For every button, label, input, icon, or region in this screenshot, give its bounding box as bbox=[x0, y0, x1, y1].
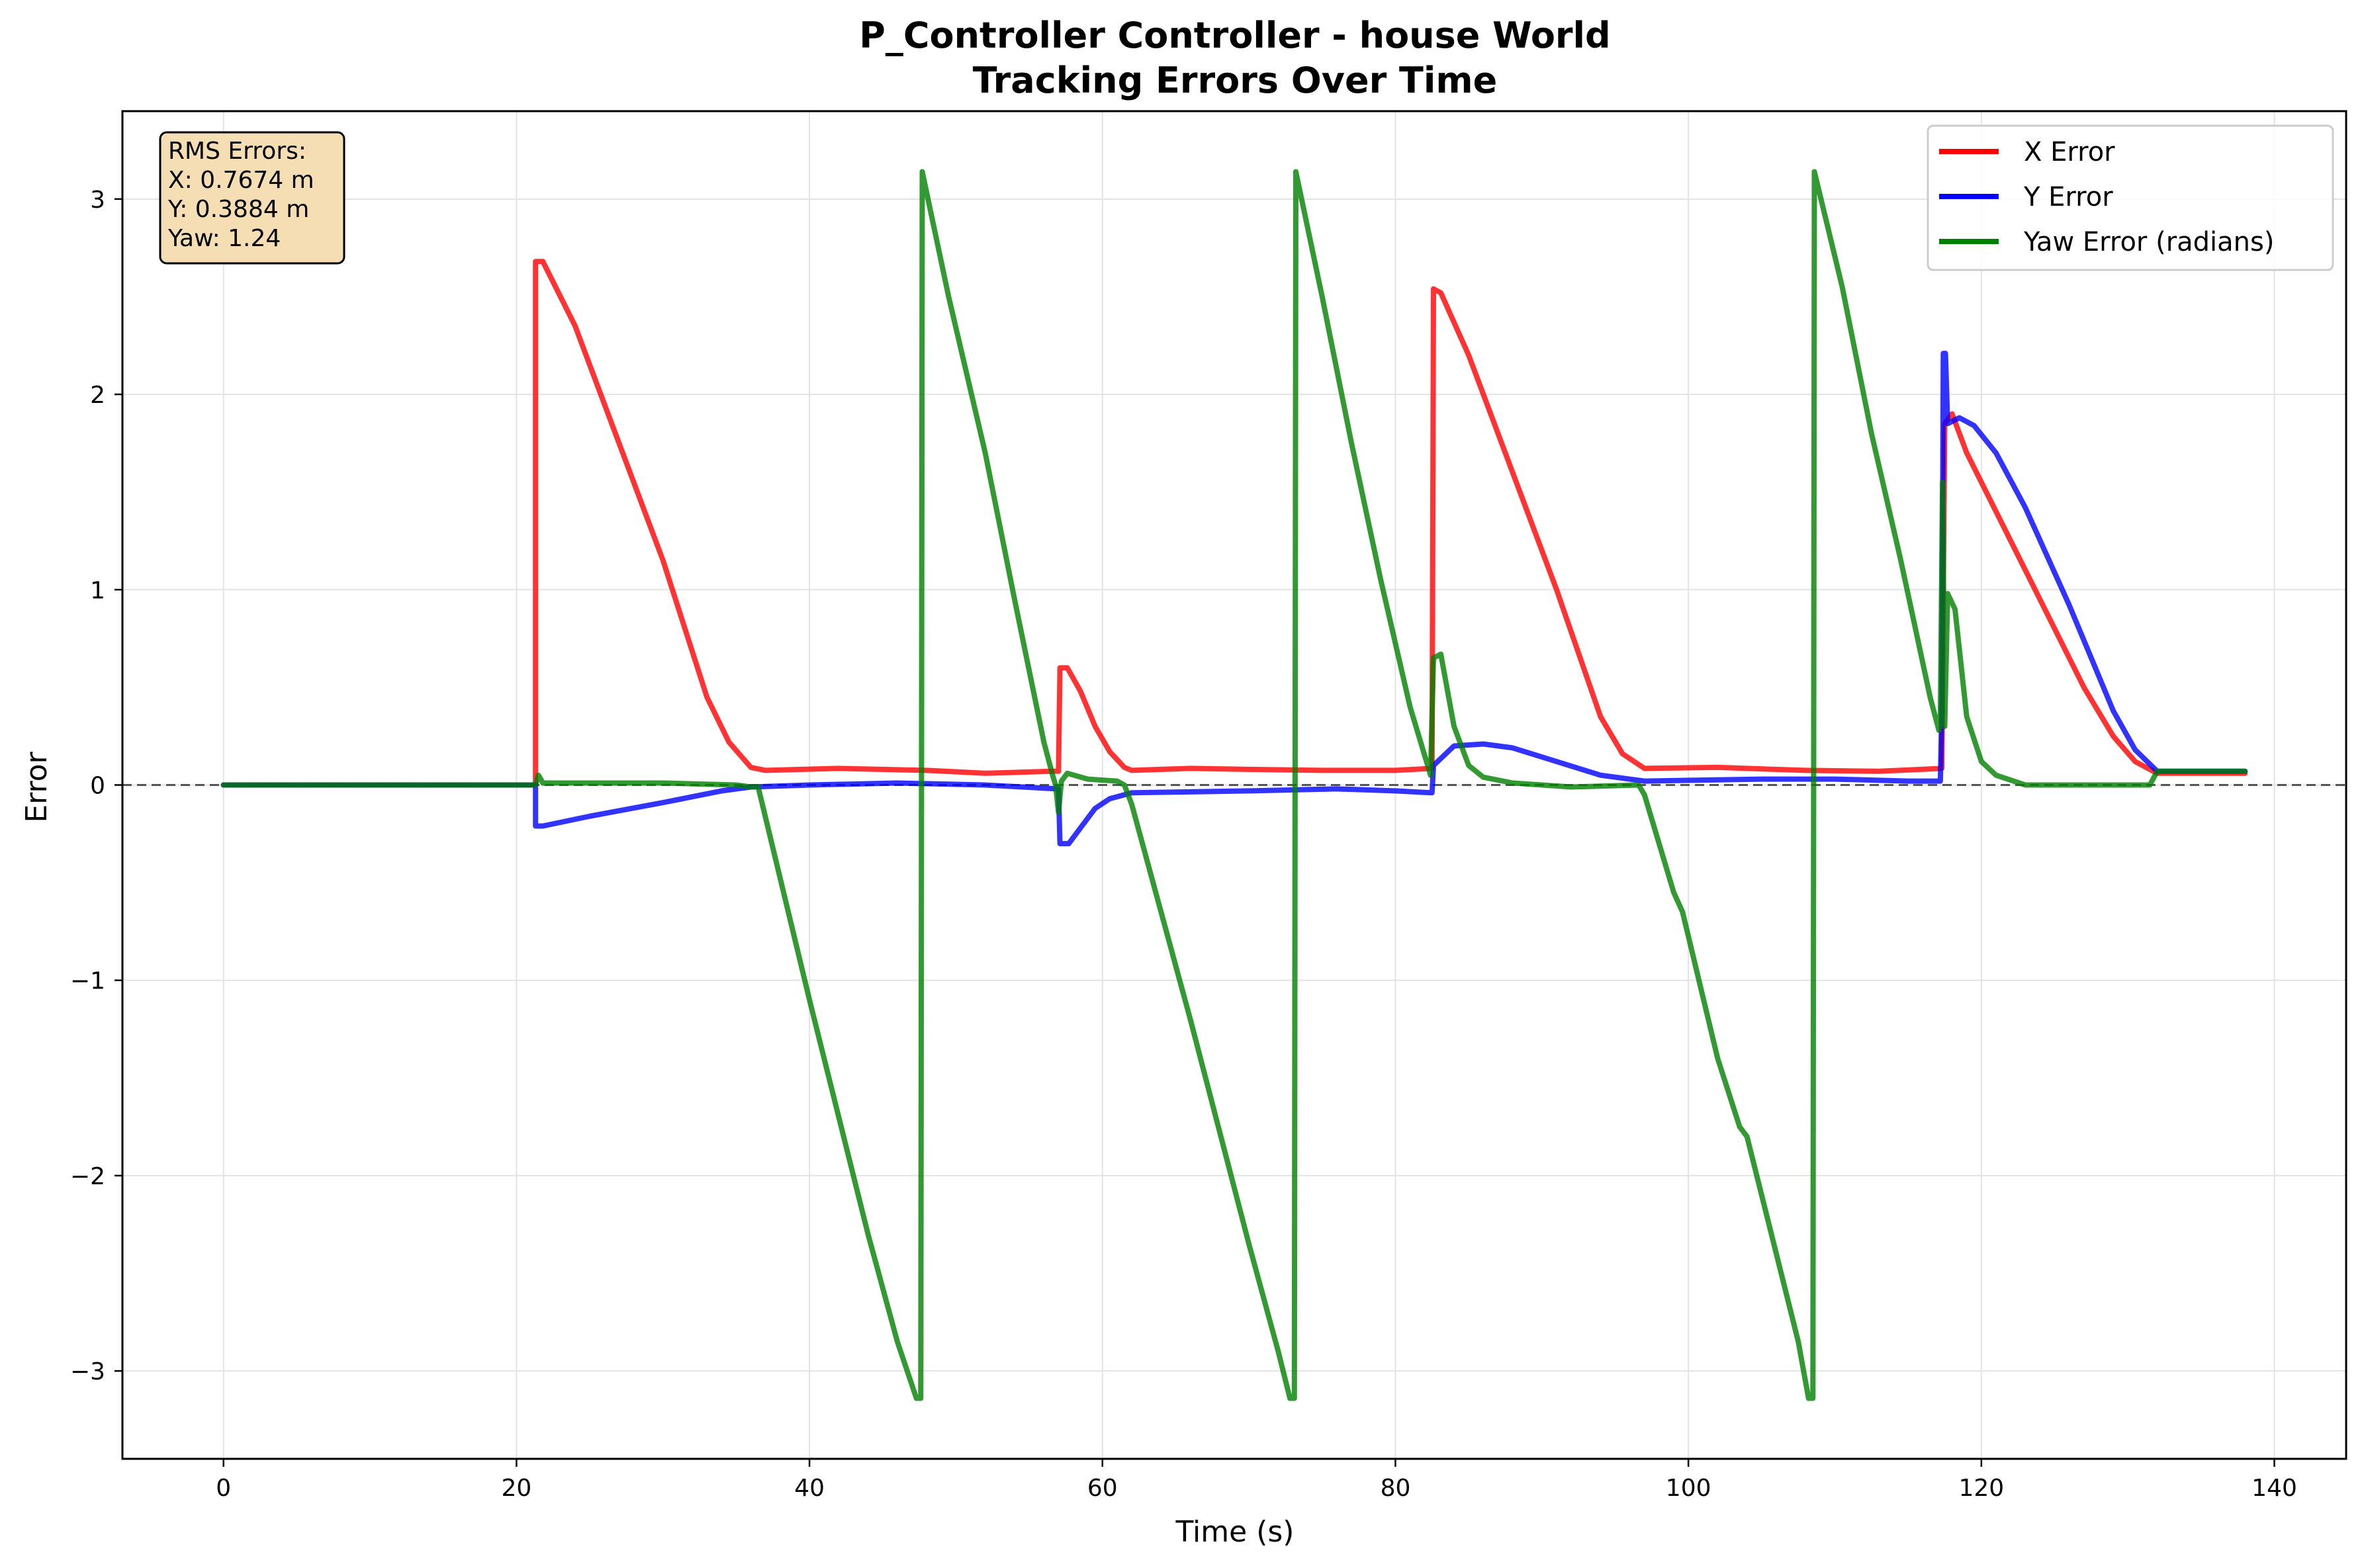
chart-subtitle: Tracking Errors Over Time bbox=[973, 60, 1498, 101]
x-tick-label: 120 bbox=[1958, 1475, 2004, 1502]
legend-box bbox=[1927, 124, 2334, 271]
y-tick-label: −3 bbox=[70, 1358, 105, 1385]
x-tick-label: 40 bbox=[794, 1475, 825, 1502]
legend-label-x-error: X Error bbox=[2024, 137, 2115, 167]
x-axis-ticks: 0 20 40 60 80 100 120 140 bbox=[216, 1459, 2297, 1502]
y-tick-label: 2 bbox=[90, 382, 105, 409]
rms-yaw-value: Yaw: 1.24 bbox=[167, 225, 281, 252]
rms-errors-box: RMS Errors: X: 0.7674 m Y: 0.3884 m Yaw:… bbox=[159, 131, 345, 265]
y-tick-label: 0 bbox=[90, 773, 105, 800]
legend: X Error Y Error Yaw Error (radians) bbox=[1927, 124, 2334, 271]
x-tick-label: 20 bbox=[502, 1475, 532, 1502]
series-line-y-error bbox=[220, 351, 2248, 847]
y-tick-label: −2 bbox=[70, 1163, 105, 1190]
legend-label-yaw-error: Yaw Error (radians) bbox=[2023, 227, 2274, 257]
chart-title: P_Controller Controller - house World bbox=[859, 15, 1610, 56]
rms-y-value: Y: 0.3884 m bbox=[167, 196, 309, 223]
x-tick-label: 140 bbox=[2251, 1475, 2297, 1502]
y-axis-label: Error bbox=[20, 751, 54, 822]
y-tick-label: 3 bbox=[90, 187, 105, 214]
x-tick-label: 100 bbox=[1666, 1475, 1711, 1502]
rms-title: RMS Errors: bbox=[168, 138, 306, 165]
x-tick-label: 60 bbox=[1087, 1475, 1118, 1502]
y-tick-label: −1 bbox=[70, 968, 105, 995]
y-tick-label: 1 bbox=[90, 577, 105, 604]
x-tick-label: 0 bbox=[216, 1475, 231, 1502]
x-axis-label: Time (s) bbox=[1175, 1515, 1295, 1549]
legend-label-y-error: Y Error bbox=[2023, 182, 2113, 212]
rms-x-value: X: 0.7674 m bbox=[168, 167, 314, 194]
x-tick-label: 80 bbox=[1381, 1475, 1411, 1502]
series-lines bbox=[220, 169, 2248, 1401]
rms-box-background bbox=[159, 131, 345, 265]
grid bbox=[122, 111, 2346, 1459]
y-axis-ticks: −3 −2 −1 0 1 2 3 bbox=[70, 187, 122, 1385]
series-line-yaw-error bbox=[220, 169, 2248, 1401]
